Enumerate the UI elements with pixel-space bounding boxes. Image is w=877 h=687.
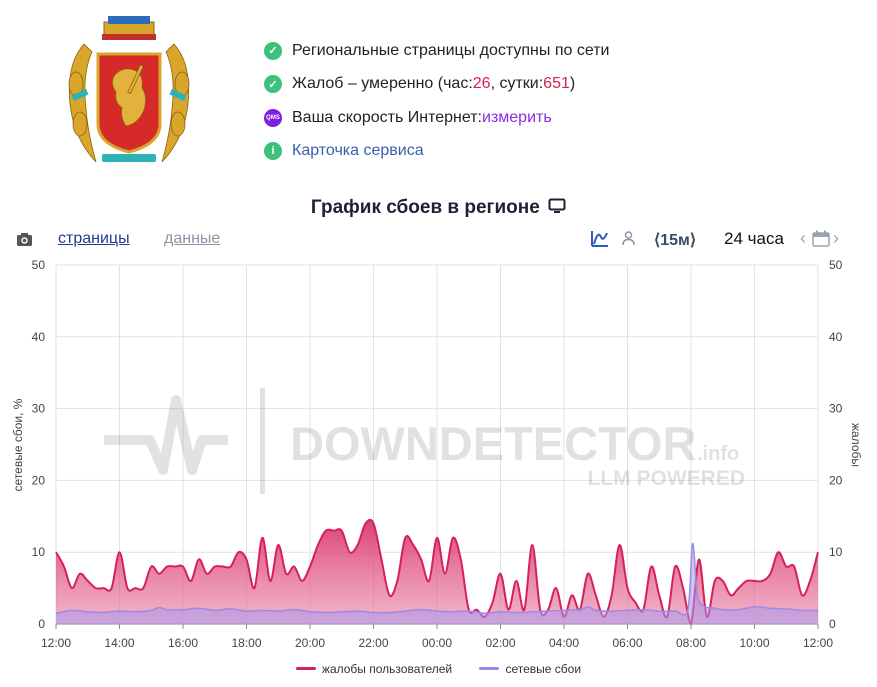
chart-axes: 0 0 10 10 20 20 30 30 40 40 50 50 12:00 14:00 16:00 18:… <box>11 258 863 650</box>
watermark-suffix: .info <box>697 443 739 465</box>
x-tick-label: 12:00 <box>41 636 71 650</box>
legend-label-complaints: жалобы пользователей <box>321 661 453 676</box>
y-tick-label-left: 50 <box>32 258 46 272</box>
x-tick-label: 12:00 <box>803 636 833 650</box>
series-line-outages <box>55 542 819 616</box>
status-availability: ✓ Региональные страницы доступны по сети <box>264 34 609 68</box>
measure-speed-link[interactable]: измерить <box>482 108 552 126</box>
legend-swatch-complaints <box>295 667 316 670</box>
y-axis-label-right: жалобы <box>849 423 863 467</box>
status-complaints: ✓ Жалоб – умеренно (час: 26, сутки: 651) <box>264 68 609 102</box>
series-area-complaints <box>56 519 818 624</box>
watermark-pulse-icon <box>104 395 228 475</box>
chart-legend: жалобы пользователей сетевые сбои <box>0 659 877 676</box>
calendar-icon[interactable] <box>812 230 830 247</box>
legend-item-complaints[interactable]: жалобы пользователей <box>295 661 453 676</box>
x-tick-label: 04:00 <box>549 636 579 650</box>
tab-data[interactable]: данные <box>164 230 221 247</box>
x-tick-label: 02:00 <box>485 636 515 650</box>
status-complaints-suffix: ) <box>569 75 576 93</box>
watermark-text: DOWNDETECTOR <box>290 417 696 470</box>
monitor-icon <box>548 198 566 213</box>
user-icon[interactable] <box>622 231 635 246</box>
status-complaints-mid: , сутки: <box>490 75 544 93</box>
status-service-card: i Карточка сервиса <box>264 135 609 169</box>
y-tick-label-left: 30 <box>32 402 46 416</box>
area-chart-icon[interactable] <box>590 229 610 248</box>
chart-title-text: График сбоев в регионе <box>310 197 540 218</box>
camera-icon[interactable] <box>16 232 33 247</box>
info-icon: i <box>264 142 282 161</box>
range-label[interactable]: 24 часа <box>724 229 784 248</box>
x-tick-label: 00:00 <box>422 636 452 650</box>
y-tick-label-right: 40 <box>829 330 843 344</box>
check-icon: ✓ <box>264 75 282 94</box>
qms-icon: QMS <box>264 108 282 127</box>
legend-label-outages: сетевые сбои <box>505 661 582 676</box>
status-list: ✓ Региональные страницы доступны по сети… <box>264 34 609 168</box>
x-tick-label: 08:00 <box>676 636 706 650</box>
y-tick-label-right: 50 <box>829 258 843 272</box>
complaints-hour-count: 26 <box>472 75 491 93</box>
x-tick-label: 10:00 <box>739 636 769 650</box>
x-tick-label: 20:00 <box>295 636 325 650</box>
y-tick-label-left: 10 <box>32 545 46 559</box>
complaints-day-count: 651 <box>543 75 570 93</box>
chevron-left-icon[interactable]: ‹ <box>800 228 806 248</box>
x-tick-label: 16:00 <box>168 636 198 650</box>
watermark-sub: LLM POWERED <box>588 467 746 490</box>
series-area-outages <box>56 543 818 624</box>
x-tick-label: 18:00 <box>231 636 261 650</box>
watermark: DOWNDETECTOR .info LLM POWERED <box>104 388 745 494</box>
x-tick-label: 14:00 <box>104 636 134 650</box>
status-availability-text: Региональные страницы доступны по сети <box>292 41 610 59</box>
y-tick-label-right: 10 <box>829 545 843 559</box>
status-speed: QMS Ваша скорость Интернет: измерить <box>264 101 609 135</box>
y-tick-label-left: 20 <box>32 473 46 487</box>
status-complaints-prefix: Жалоб – умеренно (час: <box>292 75 473 93</box>
y-tick-label-right: 20 <box>829 473 843 487</box>
chevron-right-icon[interactable]: › <box>833 228 839 248</box>
y-tick-label-right: 0 <box>829 617 836 631</box>
outage-chart: DOWNDETECTOR .info LLM POWERED 0 0 10 10 20 2… <box>11 258 863 650</box>
chart-toolbar: страницы данные ⟨15м⟩ 24 часа ‹ › <box>0 226 877 252</box>
interval-selector[interactable]: ⟨15м⟩ <box>654 232 697 249</box>
y-tick-label-left: 0 <box>38 617 45 631</box>
tab-pages[interactable]: страницы <box>58 230 130 247</box>
service-card-link[interactable]: Карточка сервиса <box>292 142 424 160</box>
x-tick-label: 06:00 <box>612 636 642 650</box>
status-speed-prefix: Ваша скорость Интернет: <box>292 108 482 126</box>
check-icon: ✓ <box>264 41 282 60</box>
legend-item-outages[interactable]: сетевые сбои <box>479 662 581 676</box>
y-tick-label-right: 30 <box>829 402 843 416</box>
chart-series <box>55 518 819 625</box>
y-tick-label-left: 40 <box>32 330 46 344</box>
x-tick-label: 22:00 <box>358 636 388 650</box>
chart-title: График сбоев в регионе <box>0 197 877 219</box>
region-emblem <box>68 16 190 163</box>
legend-swatch-outages <box>479 667 500 670</box>
y-axis-label-left: сетевые сбои, % <box>11 398 25 491</box>
